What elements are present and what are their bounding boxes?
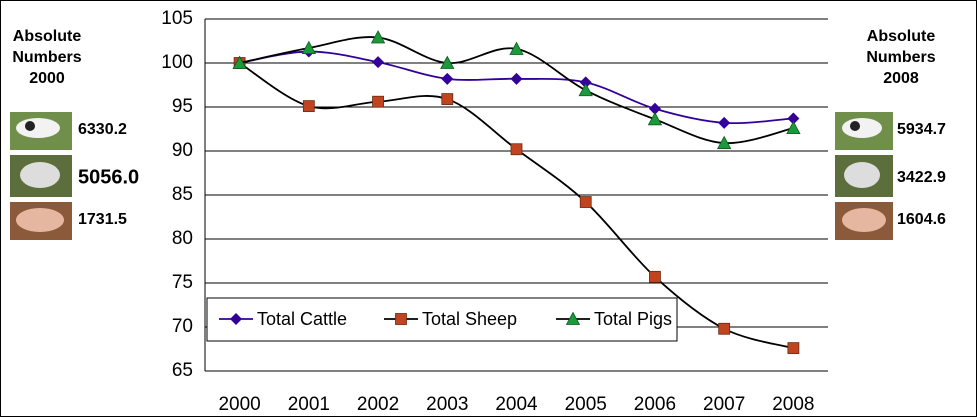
- marker-triangle: [440, 55, 455, 69]
- y-tick-label: 85: [172, 184, 193, 205]
- marker-triangle: [509, 41, 524, 55]
- legend-label: Total Pigs: [594, 309, 672, 329]
- panel-title: Numbers: [12, 49, 81, 66]
- y-tick-label: 65: [172, 360, 193, 381]
- marker-diamond: [718, 116, 731, 129]
- marker-diamond: [579, 76, 592, 89]
- cow-body: [16, 118, 60, 138]
- x-tick-label: 2003: [426, 394, 468, 415]
- panel-number: 5934.7: [897, 121, 946, 138]
- marker-square: [302, 100, 315, 113]
- marker-square: [441, 93, 454, 105]
- marker-diamond: [372, 56, 385, 69]
- marker-diamond: [510, 72, 523, 85]
- panel-number: 3422.9: [897, 169, 946, 186]
- x-tick-label: 2007: [703, 394, 745, 415]
- marker-triangle: [301, 40, 317, 54]
- cow-spot: [25, 121, 35, 131]
- marker-triangle: [370, 30, 386, 44]
- marker-diamond: [648, 102, 661, 115]
- cow-spot: [850, 121, 860, 131]
- pig-body: [16, 208, 64, 232]
- marker-square: [787, 342, 800, 355]
- marker-diamond: [441, 72, 454, 85]
- panel-number: 5056.0: [78, 166, 139, 188]
- y-tick-label: 90: [172, 140, 193, 161]
- legend-label: Total Sheep: [422, 309, 517, 329]
- panel-title: Numbers: [866, 49, 935, 66]
- cow-body: [842, 118, 882, 138]
- marker-triangle: [786, 120, 801, 135]
- x-tick-label: 2000: [218, 394, 260, 415]
- marker-triangle: [578, 82, 593, 97]
- sheep-body: [844, 162, 880, 188]
- x-tick-label: 2001: [288, 394, 330, 415]
- legend-box: [206, 297, 678, 342]
- y-tick-label: 105: [161, 8, 193, 29]
- x-tick-label: 2008: [772, 394, 814, 415]
- panel-title: 2000: [29, 70, 65, 87]
- y-tick-label: 80: [172, 228, 193, 249]
- x-tick-label: 2005: [565, 394, 607, 415]
- panel-number: 1604.6: [897, 211, 946, 228]
- marker-square: [579, 196, 592, 208]
- y-tick-label: 70: [172, 316, 193, 337]
- marker-square: [649, 270, 661, 283]
- y-tick-label: 100: [161, 52, 193, 73]
- marker-square: [395, 313, 407, 325]
- marker-diamond: [787, 112, 800, 125]
- marker-square: [372, 95, 384, 108]
- panel-title: Absolute: [867, 28, 936, 45]
- marker-triangle: [232, 55, 247, 69]
- panel-number: 1731.5: [78, 211, 127, 228]
- panel-title: 2008: [883, 70, 919, 87]
- marker-square: [510, 143, 523, 156]
- marker-square: [718, 322, 731, 335]
- panel-title: Absolute: [13, 28, 82, 45]
- icons: [10, 112, 893, 240]
- marker-triangle: [565, 311, 581, 325]
- legend-label: Total Cattle: [257, 309, 347, 329]
- marker-triangle: [716, 135, 732, 149]
- panel-number: 6330.2: [78, 121, 127, 138]
- sheep-body: [20, 162, 60, 188]
- y-tick-label: 75: [172, 272, 193, 293]
- pig-body: [842, 208, 886, 232]
- x-tick-label: 2004: [495, 394, 538, 415]
- x-tick-label: 2002: [357, 394, 399, 415]
- marker-triangle: [647, 111, 663, 126]
- x-tick-label: 2006: [634, 394, 676, 415]
- y-tick-label: 95: [172, 96, 193, 117]
- marker-diamond: [230, 313, 242, 325]
